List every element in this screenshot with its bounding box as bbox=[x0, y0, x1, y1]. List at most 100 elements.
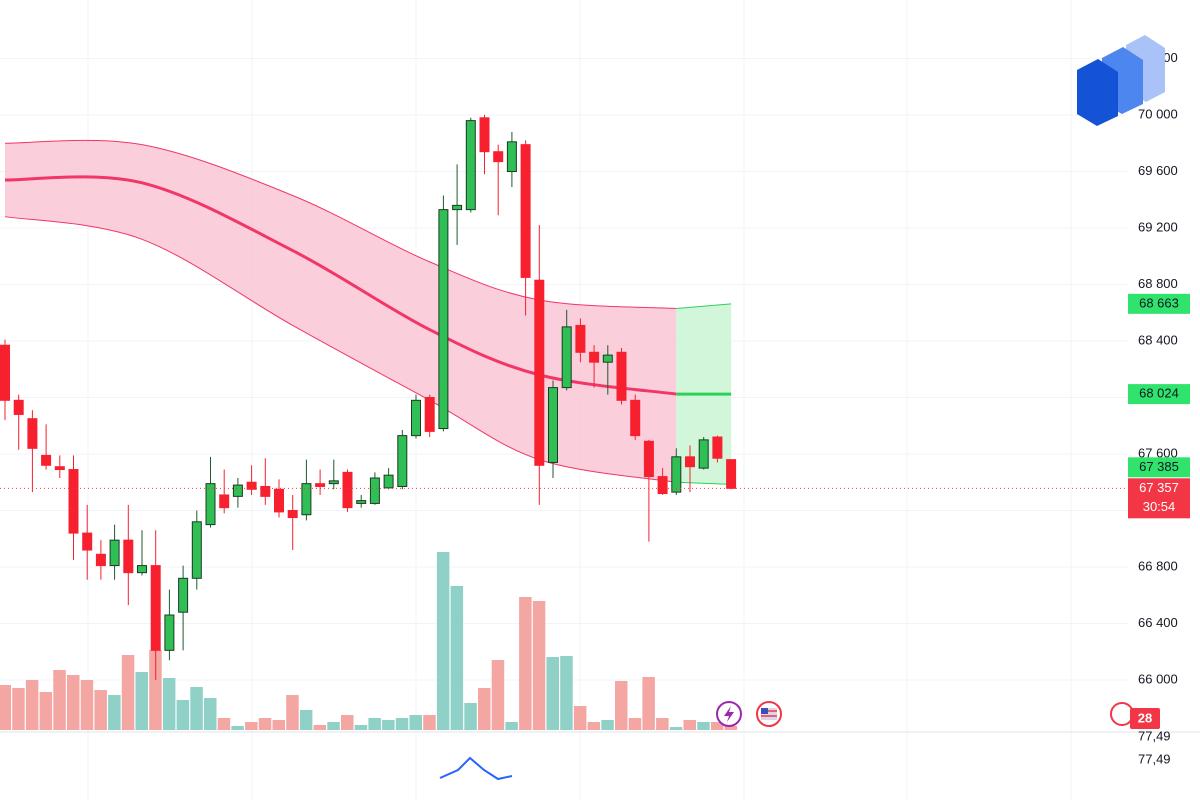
volume-bar bbox=[135, 672, 148, 730]
volume-bar bbox=[286, 695, 299, 730]
volume-bar bbox=[341, 715, 354, 730]
volume-bar bbox=[162, 678, 176, 730]
volume-bar bbox=[25, 680, 39, 730]
candle-body bbox=[328, 480, 339, 485]
candle-body bbox=[452, 204, 463, 211]
volume-bar bbox=[697, 722, 710, 730]
candle-body bbox=[643, 440, 654, 478]
countdown: 30:54 bbox=[1143, 499, 1176, 514]
lower-pane-line bbox=[439, 756, 513, 781]
volume-bar bbox=[149, 650, 162, 730]
volume-bar bbox=[615, 681, 628, 730]
candle-body bbox=[726, 459, 737, 489]
volume-bar bbox=[587, 722, 601, 730]
y-tick-label: 66 000 bbox=[1138, 671, 1178, 686]
event-icon[interactable] bbox=[756, 701, 782, 727]
y-tick-label: 68 800 bbox=[1138, 276, 1178, 291]
volume-bar bbox=[450, 586, 464, 730]
grid bbox=[0, 0, 1128, 800]
volume-bar bbox=[176, 700, 190, 730]
candles bbox=[0, 114, 737, 680]
volume-bar bbox=[231, 726, 244, 730]
candle-body bbox=[602, 354, 613, 363]
candle-body bbox=[548, 387, 558, 463]
candle-body bbox=[397, 435, 408, 487]
volume-bar bbox=[478, 688, 491, 730]
candle-body bbox=[164, 614, 175, 651]
candle-body bbox=[575, 324, 586, 353]
y-tick-label: 69 600 bbox=[1138, 163, 1178, 178]
event-icon[interactable] bbox=[716, 701, 742, 727]
band-middle bbox=[4, 175, 677, 396]
volume-bar bbox=[121, 655, 135, 730]
candle-body bbox=[438, 209, 449, 430]
candle-body bbox=[506, 141, 517, 172]
candle-body bbox=[315, 483, 326, 487]
volume-bar bbox=[491, 660, 505, 730]
y-tick-label: 66 400 bbox=[1138, 615, 1178, 630]
candle-body bbox=[301, 483, 312, 516]
candle-body bbox=[109, 539, 120, 567]
volume-bar bbox=[272, 720, 285, 730]
volume-bar bbox=[724, 726, 738, 730]
lower-pane-label: 77,49 bbox=[1138, 728, 1171, 743]
badge-background bbox=[1130, 708, 1160, 729]
candle-body bbox=[123, 539, 134, 574]
volume-bar bbox=[368, 718, 381, 730]
candle-body bbox=[630, 399, 641, 437]
volume-bar bbox=[573, 706, 587, 730]
volume-bar bbox=[258, 718, 272, 730]
volume-bar bbox=[628, 718, 642, 730]
volume-bar bbox=[354, 725, 368, 730]
volume-bar bbox=[39, 692, 53, 730]
lower-pane-label: 77,49 bbox=[1138, 751, 1171, 766]
volume-bar bbox=[409, 715, 422, 730]
price-badge bbox=[1128, 457, 1190, 478]
volume-bar bbox=[80, 680, 94, 730]
price-badge-label: 67 385 bbox=[1139, 459, 1179, 474]
volume-bar bbox=[313, 725, 327, 730]
logo bbox=[1077, 35, 1165, 126]
candle-body bbox=[356, 500, 367, 504]
candle-body bbox=[27, 418, 38, 449]
candle-body bbox=[205, 483, 216, 526]
volume-bar bbox=[67, 675, 80, 730]
volume-bar bbox=[204, 698, 217, 730]
y-tick-label: 68 400 bbox=[1138, 332, 1178, 347]
candle-body bbox=[13, 399, 24, 415]
event-icon[interactable] bbox=[1110, 702, 1134, 726]
candle-body bbox=[191, 521, 202, 579]
candle-body bbox=[342, 471, 353, 509]
volume-bar bbox=[0, 685, 11, 730]
volume-pane bbox=[0, 552, 738, 730]
price-badge bbox=[1128, 384, 1190, 405]
y-tick-label: 66 800 bbox=[1138, 558, 1178, 573]
candle-body bbox=[383, 474, 394, 489]
candle-body bbox=[178, 577, 189, 613]
volume-bar bbox=[464, 703, 477, 730]
candle-body bbox=[0, 344, 10, 401]
candle-body bbox=[369, 477, 380, 504]
candle-body bbox=[232, 484, 243, 497]
volume-bar bbox=[436, 552, 450, 730]
candle-body bbox=[685, 456, 695, 468]
volume-bar bbox=[190, 687, 203, 730]
volume-bar bbox=[53, 670, 66, 730]
candle-body bbox=[41, 454, 52, 466]
last-price-label: 67 357 bbox=[1139, 480, 1179, 495]
band-fill bbox=[5, 140, 677, 483]
y-tick-label: 70 000 bbox=[1138, 106, 1178, 121]
volume-bar bbox=[395, 718, 409, 730]
candle-body bbox=[219, 494, 230, 509]
candle-body bbox=[150, 565, 161, 651]
volume-bar bbox=[642, 677, 655, 730]
volume-bar bbox=[94, 690, 107, 730]
volume-bar bbox=[519, 597, 532, 730]
candle-body bbox=[246, 481, 257, 490]
volume-bar bbox=[382, 720, 395, 730]
candle-body bbox=[493, 151, 504, 163]
volume-bar bbox=[217, 718, 231, 730]
volume-bar bbox=[656, 718, 669, 730]
